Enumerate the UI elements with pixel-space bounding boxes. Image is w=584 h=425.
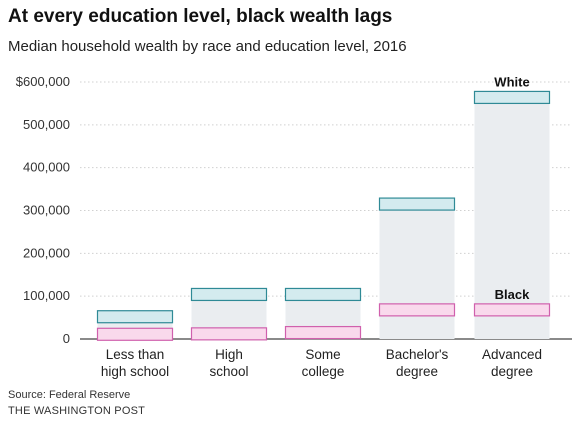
series-label-black: Black <box>495 287 530 302</box>
bar-white <box>190 287 268 302</box>
bar-white <box>473 90 551 105</box>
bar-white <box>378 197 456 211</box>
x-tick-label: Advanced <box>482 347 542 362</box>
series-label-white: White <box>494 74 529 89</box>
x-tick-label: degree <box>491 364 533 379</box>
y-tick-label: $600,000 <box>16 74 70 89</box>
y-tick-label: 400,000 <box>23 160 70 175</box>
x-tick-label: High <box>215 347 243 362</box>
y-tick-label: 500,000 <box>23 117 70 132</box>
y-tick-label: 300,000 <box>23 203 70 218</box>
bar-black <box>378 303 456 317</box>
chart-title: At every education level, black wealth l… <box>8 6 393 27</box>
bar-white <box>96 310 174 324</box>
x-tick-label: college <box>302 364 345 379</box>
bar-black <box>473 303 551 317</box>
x-tick-label: Less than <box>106 347 165 362</box>
x-tick-label: Bachelor's <box>386 347 449 362</box>
publisher-credit: THE WASHINGTON POST <box>8 405 146 417</box>
y-tick-label: 0 <box>63 331 70 346</box>
bar-black <box>284 325 362 340</box>
bar-black <box>190 327 268 341</box>
source-note: Source: Federal Reserve <box>8 389 131 401</box>
x-tick-label: high school <box>101 364 169 379</box>
y-tick-label: 100,000 <box>23 288 70 303</box>
bar-white <box>284 287 362 302</box>
x-tick-label: school <box>209 364 248 379</box>
y-tick-label: 200,000 <box>23 245 70 260</box>
x-tick-label: Some <box>305 347 340 362</box>
category-column <box>379 204 455 339</box>
x-tick-label: degree <box>396 364 438 379</box>
chart-subtitle: Median household wealth by race and educ… <box>8 38 407 55</box>
bar-black <box>96 327 174 341</box>
category-column <box>474 97 550 339</box>
